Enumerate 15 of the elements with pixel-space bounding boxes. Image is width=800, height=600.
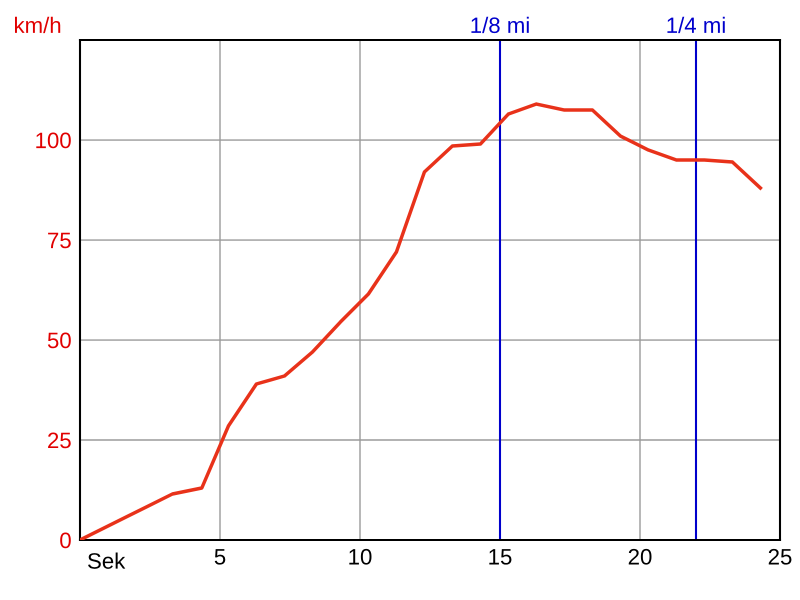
ref-line-label: 1/8 mi bbox=[471, 16, 529, 34]
x-tick-label: 10 bbox=[349, 548, 372, 565]
y-tick-label: 25 bbox=[48, 432, 71, 448]
y-axis-title: km/h bbox=[14, 16, 60, 34]
x-tick-label: 25 bbox=[768, 548, 792, 565]
y-tick-label: 0 bbox=[60, 532, 71, 548]
x-tick-label: 5 bbox=[214, 549, 226, 565]
x-tick-label: 15 bbox=[489, 549, 512, 565]
line-series bbox=[80, 102, 762, 540]
y-tick-label: 75 bbox=[48, 232, 71, 248]
ref-line-label: 1/4 mi bbox=[667, 16, 725, 34]
x-tick-label: 20 bbox=[628, 548, 652, 565]
x-axis-title: Sek bbox=[88, 552, 126, 569]
y-tick-label: 100 bbox=[36, 132, 71, 148]
y-tick-label: 50 bbox=[48, 332, 71, 348]
